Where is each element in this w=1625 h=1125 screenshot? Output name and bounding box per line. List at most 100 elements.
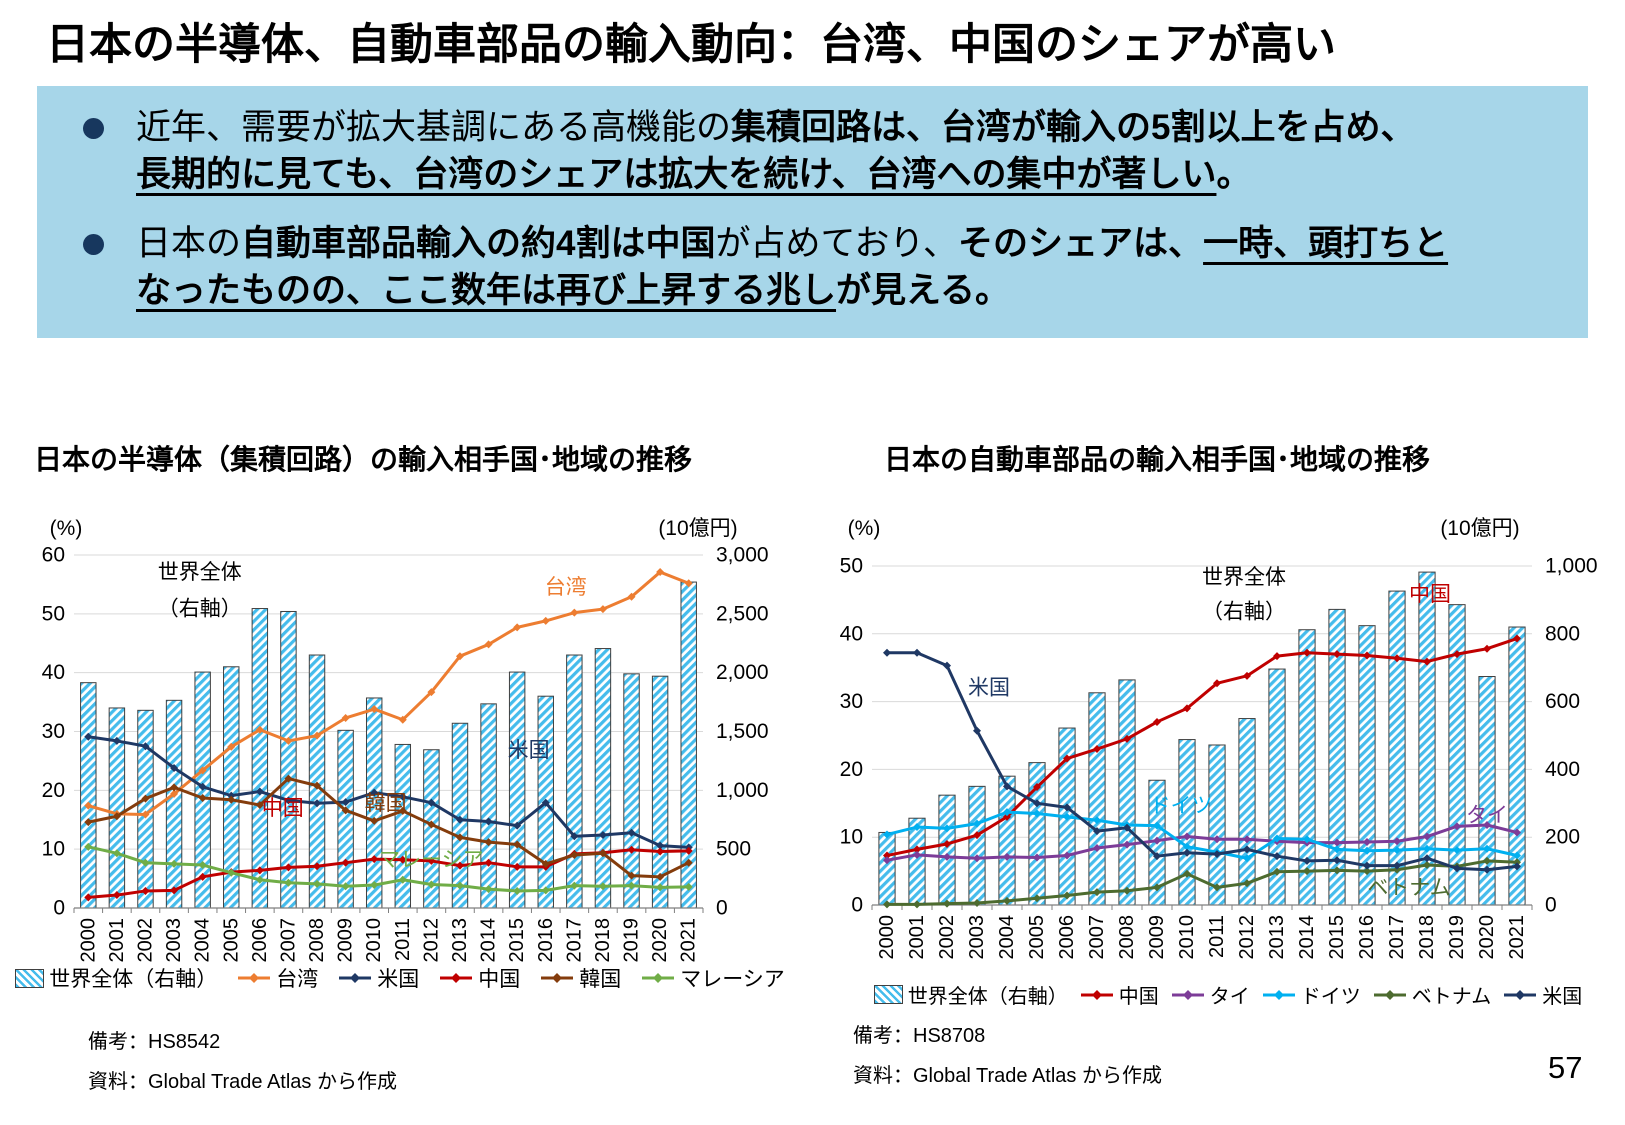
- legend-item: 韓国: [540, 963, 621, 993]
- marker: [541, 616, 550, 625]
- bar: [251, 608, 269, 909]
- series-label: マレーシア: [379, 848, 484, 871]
- svg-text:3,000: 3,000: [716, 544, 769, 567]
- line-swatch-icon: [541, 973, 574, 983]
- marker: [1483, 865, 1491, 874]
- bar: [480, 703, 497, 909]
- marker: [598, 605, 607, 614]
- marker: [1303, 648, 1311, 657]
- marker: [84, 893, 93, 902]
- line-swatch-icon: [1262, 989, 1295, 1000]
- marker: [541, 798, 550, 807]
- marker: [913, 648, 921, 657]
- marker: [541, 886, 550, 895]
- marker: [398, 715, 407, 724]
- svg-text:2001: 2001: [106, 918, 128, 963]
- svg-text:2010: 2010: [363, 918, 385, 963]
- note-line: 資料：Global Trade Atlas から作成: [853, 1065, 1162, 1087]
- svg-text:2005: 2005: [220, 918, 242, 963]
- marker: [1393, 846, 1401, 855]
- marker: [141, 810, 150, 819]
- marker: [1273, 834, 1281, 843]
- line-swatch-icon: [1171, 989, 1204, 1000]
- svg-text:0: 0: [53, 897, 65, 920]
- series-label: 中国: [1409, 583, 1451, 606]
- marker: [484, 640, 493, 649]
- bar: [165, 699, 183, 909]
- notes-semiconductor: 備考：HS8542 資料：Global Trade Atlas から作成: [88, 1022, 397, 1102]
- marker: [1363, 861, 1371, 870]
- svg-text:2009: 2009: [1146, 915, 1168, 960]
- line-series-中国: [883, 634, 1521, 860]
- marker: [1423, 832, 1431, 841]
- marker: [284, 796, 293, 805]
- marker: [370, 855, 379, 864]
- marker: [943, 661, 951, 670]
- marker: [570, 608, 579, 617]
- series-label: 米国: [508, 739, 550, 762]
- marker: [656, 568, 665, 577]
- marker: [370, 705, 379, 714]
- page-title: 日本の半導体、自動車部品の輸入動向：台湾、中国のシェアが高い: [46, 21, 1336, 69]
- right-axis-unit: (10億円): [1440, 517, 1519, 540]
- series-label: 台湾: [545, 576, 587, 599]
- line-swatch-icon: [339, 973, 372, 983]
- marker: [1363, 867, 1371, 876]
- marker: [198, 782, 207, 791]
- marker: [541, 859, 550, 868]
- marker: [1243, 879, 1251, 888]
- marker: [656, 841, 665, 850]
- marker: [656, 847, 665, 856]
- marker: [112, 736, 121, 745]
- marker: [1333, 838, 1341, 847]
- svg-text:200: 200: [1545, 826, 1580, 849]
- marker: [1063, 803, 1071, 812]
- marker: [1063, 754, 1071, 763]
- marker: [370, 881, 379, 890]
- marker: [313, 862, 322, 871]
- marker: [455, 652, 464, 661]
- marker: [341, 858, 350, 867]
- marker: [427, 820, 436, 829]
- marker: [883, 851, 891, 860]
- svg-text:2019: 2019: [621, 918, 643, 963]
- marker: [170, 789, 179, 798]
- marker: [227, 795, 236, 804]
- marker: [227, 868, 236, 877]
- series-label: ベトナム: [1367, 877, 1450, 900]
- marker: [84, 818, 93, 827]
- marker: [913, 900, 921, 909]
- x-axis: [871, 904, 1533, 910]
- marker: [627, 871, 636, 880]
- marker: [943, 824, 951, 833]
- svg-text:0: 0: [851, 894, 863, 917]
- svg-text:2010: 2010: [1176, 915, 1198, 960]
- marker: [684, 882, 693, 891]
- legend-label: 韓国: [579, 968, 622, 991]
- year-labels: 2000 2001 2002 2003 2004 2005 2006 2007 2008 2009…: [876, 915, 1528, 960]
- svg-text:0: 0: [1545, 894, 1557, 917]
- bar: [1448, 604, 1466, 906]
- marker: [313, 731, 322, 740]
- series-label: ドイツ: [1150, 795, 1213, 818]
- left-axis-unit: (%): [50, 517, 83, 540]
- svg-text:500: 500: [716, 838, 751, 861]
- marker: [227, 791, 236, 800]
- svg-text:10: 10: [42, 838, 65, 861]
- marker: [284, 774, 293, 783]
- marker: [255, 801, 264, 810]
- marker: [170, 783, 179, 792]
- bar: [1388, 590, 1406, 906]
- marker: [341, 882, 350, 891]
- marker: [1393, 837, 1401, 846]
- series-label: 世界全体: [158, 561, 242, 584]
- line-series-マレーシア: [84, 842, 693, 895]
- marker: [313, 879, 322, 888]
- series-label: 世界全体: [1202, 566, 1286, 589]
- svg-text:2004: 2004: [192, 918, 214, 963]
- note-line: 資料：Global Trade Atlas から作成: [88, 1071, 397, 1093]
- line-swatch-icon: [1373, 989, 1406, 1000]
- svg-text:2,000: 2,000: [716, 661, 769, 684]
